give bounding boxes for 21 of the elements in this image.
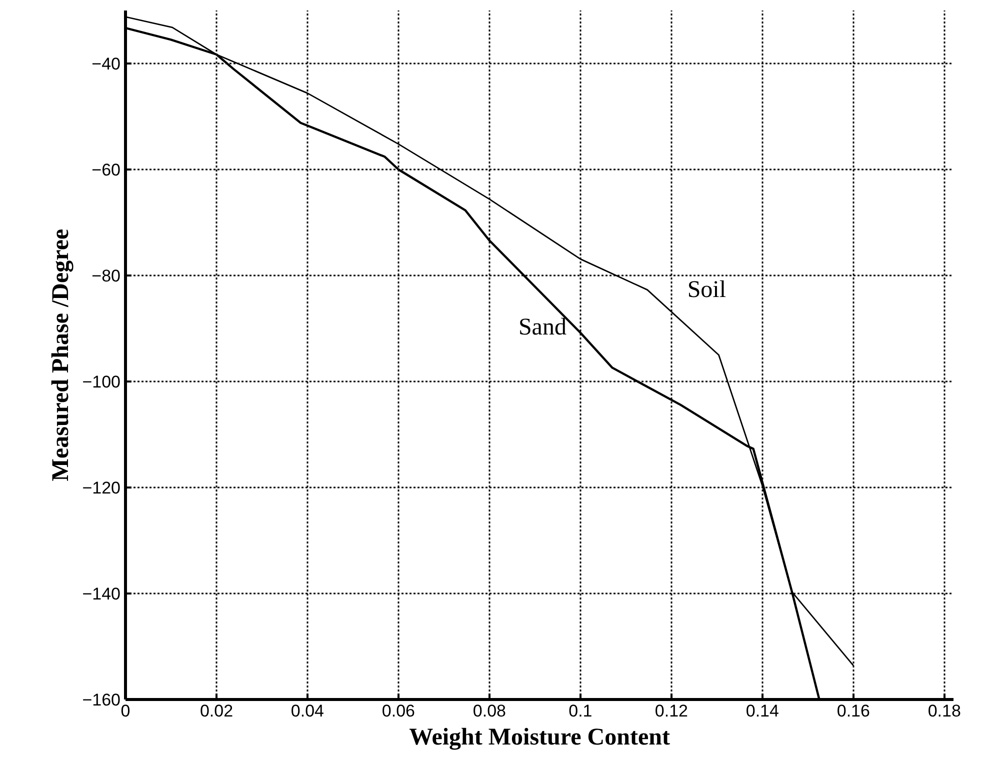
x-tick-label: 0.18 [928, 702, 961, 720]
y-tick-label: −60 [92, 160, 121, 180]
x-tick-label: 0.14 [746, 702, 779, 720]
x-tick-label: 0.04 [290, 702, 324, 720]
series-label: Sand [518, 314, 566, 341]
y-tick-label: −80 [92, 266, 121, 286]
x-tick-label: 0.16 [836, 702, 870, 720]
y-axis-title: Measured Phase /Degree [48, 228, 74, 482]
y-tick-label: −140 [82, 584, 121, 604]
x-tick-label: 0.02 [200, 702, 234, 720]
y-tick-label: −120 [82, 478, 121, 498]
x-tick-label: 0.12 [654, 702, 688, 720]
x-tick-label: 0.06 [382, 702, 416, 720]
x-tick-label: 0.08 [472, 702, 506, 720]
y-tick-label: −40 [92, 54, 121, 74]
y-tick-label: −100 [82, 372, 121, 392]
y-tick-label: −160 [82, 690, 121, 710]
x-axis-title: Weight Moisture Content [409, 724, 670, 750]
x-tick-label: 0 [120, 702, 130, 720]
series-label: Soil [687, 276, 726, 303]
x-tick-label: 0.1 [568, 702, 592, 720]
